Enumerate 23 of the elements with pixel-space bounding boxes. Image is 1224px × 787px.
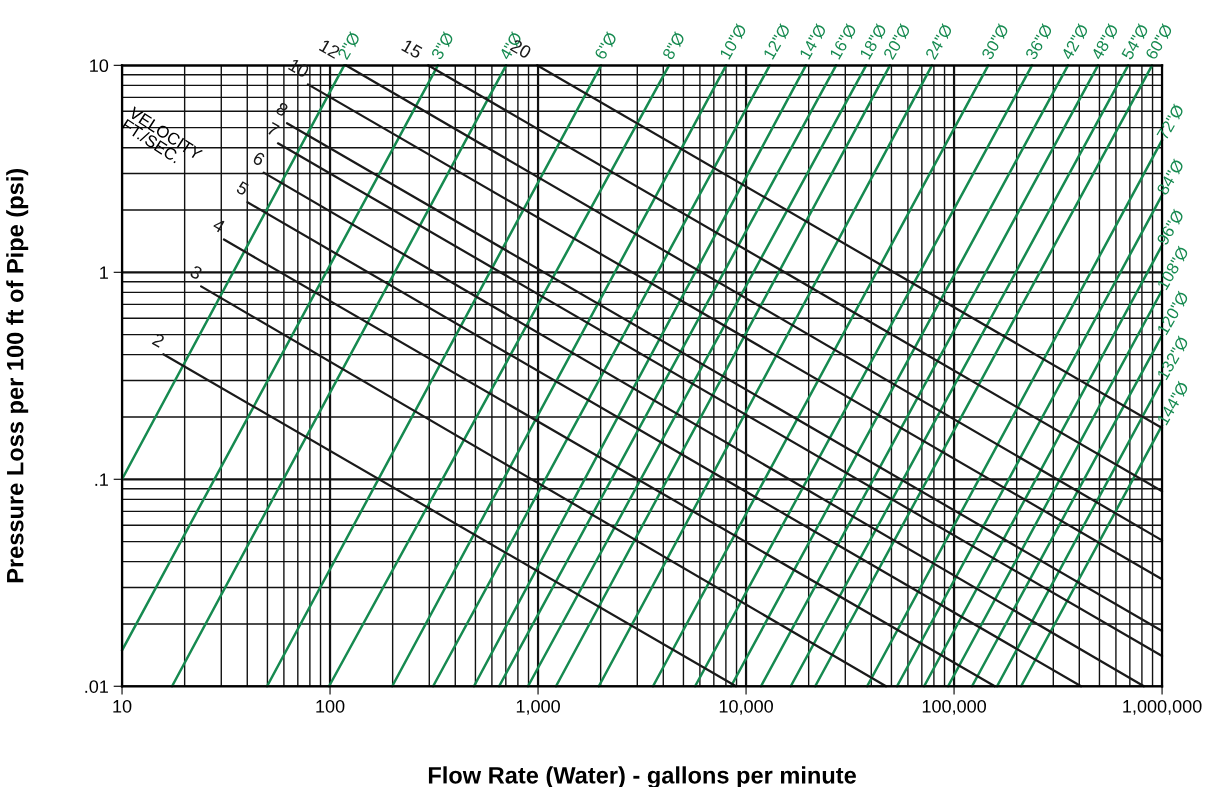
y-tick-label: 10: [90, 59, 109, 73]
text: 8: [275, 101, 289, 117]
x-tick-label: 10,000: [719, 699, 773, 715]
y-tick-label: .1: [95, 473, 108, 486]
x-tick-label: 100: [316, 699, 345, 713]
text: 3"Ø: [430, 30, 455, 61]
x-tick-label: 10: [113, 699, 132, 713]
x-tick-label: 1,000: [516, 699, 560, 715]
text: 15: [401, 39, 423, 60]
text: 10: [287, 58, 310, 79]
y-tick-label: 1: [100, 266, 108, 279]
text: 6"Ø: [593, 30, 618, 61]
y-axis-title: Pressure Loss per 100 ft of Pipe (psi): [6, 168, 29, 583]
y-tick-label: .01: [85, 680, 108, 693]
text: 3: [189, 264, 204, 281]
x-tick-label: 1,000,000: [1123, 699, 1202, 715]
text: 8"Ø: [661, 30, 686, 61]
text: 6: [252, 151, 266, 167]
text: 5: [235, 180, 250, 196]
text: 7: [266, 121, 280, 137]
text: 12: [318, 39, 341, 59]
x-tick-label: 100,000: [922, 699, 986, 715]
text: 2: [151, 332, 166, 348]
